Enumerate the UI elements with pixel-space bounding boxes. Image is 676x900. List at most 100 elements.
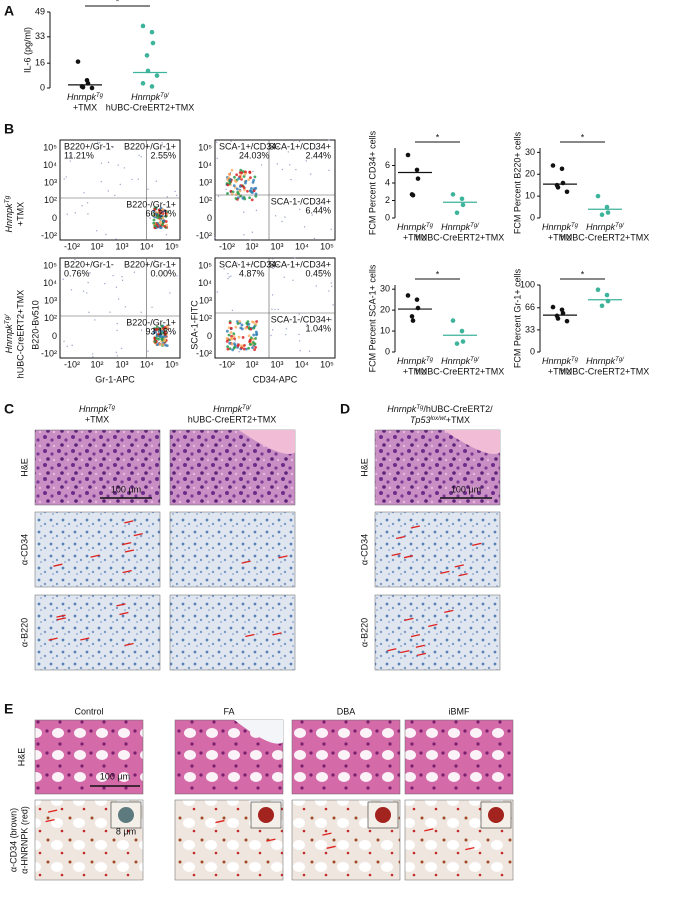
arrow <box>56 617 67 621</box>
cell-event <box>95 230 98 232</box>
cell-event <box>176 275 178 277</box>
arrow <box>395 535 406 540</box>
cell-event <box>309 173 312 175</box>
cell-event <box>106 142 108 144</box>
quadrant-percent: 93.18% <box>145 326 176 336</box>
data-point <box>149 84 155 89</box>
data-point <box>459 196 465 202</box>
cell-event <box>289 164 291 166</box>
genotype-label: HnrnpkTg/hUBC-CreERT2+TMX <box>4 290 26 379</box>
y-tick-label: 16 <box>35 58 45 68</box>
cell-event <box>270 334 272 337</box>
flow-x-tick: 10² <box>90 359 103 369</box>
row-label: H&E <box>359 458 369 477</box>
cell-event <box>229 326 233 330</box>
cell-event <box>230 140 232 142</box>
cell-event <box>252 326 256 330</box>
y-tick-label: 30 <box>380 284 390 294</box>
cell-event <box>298 340 301 342</box>
cell-event <box>74 258 76 261</box>
genotype-line: HnrnpkTg <box>542 356 579 366</box>
cell-event <box>158 328 162 331</box>
cell-event <box>227 326 231 330</box>
data-point <box>80 84 86 90</box>
gene: Hnrnpk <box>542 222 572 232</box>
cell-event <box>246 320 250 324</box>
cell-event <box>228 276 230 278</box>
panel-letter: B <box>4 121 14 137</box>
cell-event <box>254 337 257 340</box>
y-tick-label: 33 <box>525 324 535 334</box>
genotype-line: HnrnpkTg/ <box>131 92 170 102</box>
cell-event <box>100 162 103 164</box>
cell-event <box>176 194 178 197</box>
cell-event <box>303 226 306 228</box>
cell-event <box>169 292 171 294</box>
genotype-line: +TMX <box>403 366 427 376</box>
cell-event <box>271 329 274 331</box>
cell-event <box>116 355 119 357</box>
cell-event <box>115 286 118 288</box>
arrow <box>410 525 421 529</box>
cell-event <box>277 308 280 311</box>
cell-event <box>140 311 142 314</box>
data-point <box>154 73 160 78</box>
cell-event <box>248 171 252 174</box>
cell-event <box>228 347 232 351</box>
cell-event <box>159 215 163 218</box>
cell-event <box>63 340 65 343</box>
data-point <box>414 167 420 173</box>
data-point <box>564 189 570 195</box>
cell-event <box>223 268 225 270</box>
cell-event <box>226 347 230 351</box>
gene: Hnrnpk <box>213 404 243 414</box>
cell-event <box>330 285 333 288</box>
cell-event <box>114 194 116 197</box>
scale-label: 100 μm <box>111 484 141 494</box>
flow-y-tick: -10² <box>196 230 212 240</box>
cell-event <box>156 343 159 347</box>
cell-event <box>243 344 246 347</box>
quadrant-percent: 24.03% <box>239 150 270 160</box>
cell-event <box>234 180 238 183</box>
cell-event <box>214 237 217 239</box>
flow-y-tick: 10⁵ <box>43 142 57 152</box>
cell-event <box>244 347 248 351</box>
data-point <box>410 192 416 198</box>
cell-event <box>238 319 241 323</box>
genotype-line: +TMX <box>15 202 25 226</box>
cell-event <box>229 331 233 334</box>
arrow <box>444 609 454 614</box>
y-tick-label: 0 <box>385 346 390 356</box>
gene: Hnrnpk <box>67 92 97 102</box>
cell-event <box>248 342 252 346</box>
cell-event <box>308 350 311 352</box>
flow-x-tick: 10² <box>245 359 258 369</box>
quadrant-name: SCA-1+/CD34+ <box>268 259 331 269</box>
text: /hUBC-CreERT2/ <box>423 404 493 414</box>
cell-event <box>249 239 252 241</box>
cell-event <box>236 344 240 348</box>
cell-event <box>236 322 240 325</box>
cell-event <box>228 182 232 185</box>
cell-event <box>163 339 166 343</box>
superscript: Tg <box>96 93 104 99</box>
flow-y-tick: 10³ <box>44 178 57 188</box>
y-tick-label: 10 <box>380 325 390 335</box>
cell-event <box>225 329 229 333</box>
cell-event <box>152 221 156 225</box>
arrow <box>387 648 397 652</box>
cell-event <box>272 267 274 270</box>
cell-event <box>254 194 258 198</box>
cell-event <box>244 186 247 189</box>
cell-event <box>69 155 71 158</box>
axis-label: SCA-1-FITC <box>189 300 199 350</box>
genotype-line: HnrnpkTg/ <box>586 222 625 232</box>
cell-event <box>94 319 96 321</box>
cell-event <box>305 160 307 162</box>
cell-event <box>320 270 322 272</box>
cell-event <box>162 335 165 339</box>
genotype-label: HnrnpkTg+TMX <box>397 356 434 376</box>
cell-event <box>227 176 231 180</box>
column-header: iBMF <box>449 706 470 716</box>
